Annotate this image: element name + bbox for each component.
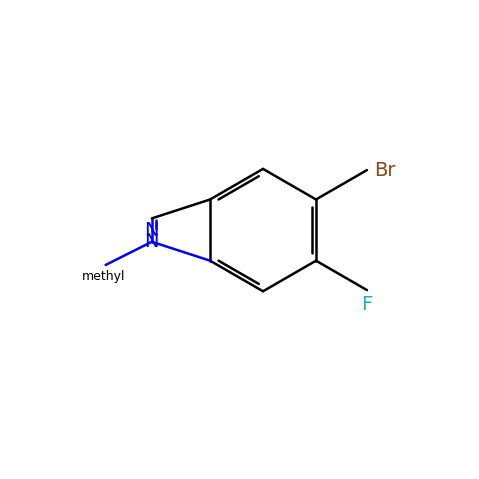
Text: methyl: methyl [81,270,125,283]
Text: Br: Br [374,160,396,180]
Text: N: N [145,221,159,240]
Text: N: N [145,232,159,251]
Text: F: F [361,295,373,314]
